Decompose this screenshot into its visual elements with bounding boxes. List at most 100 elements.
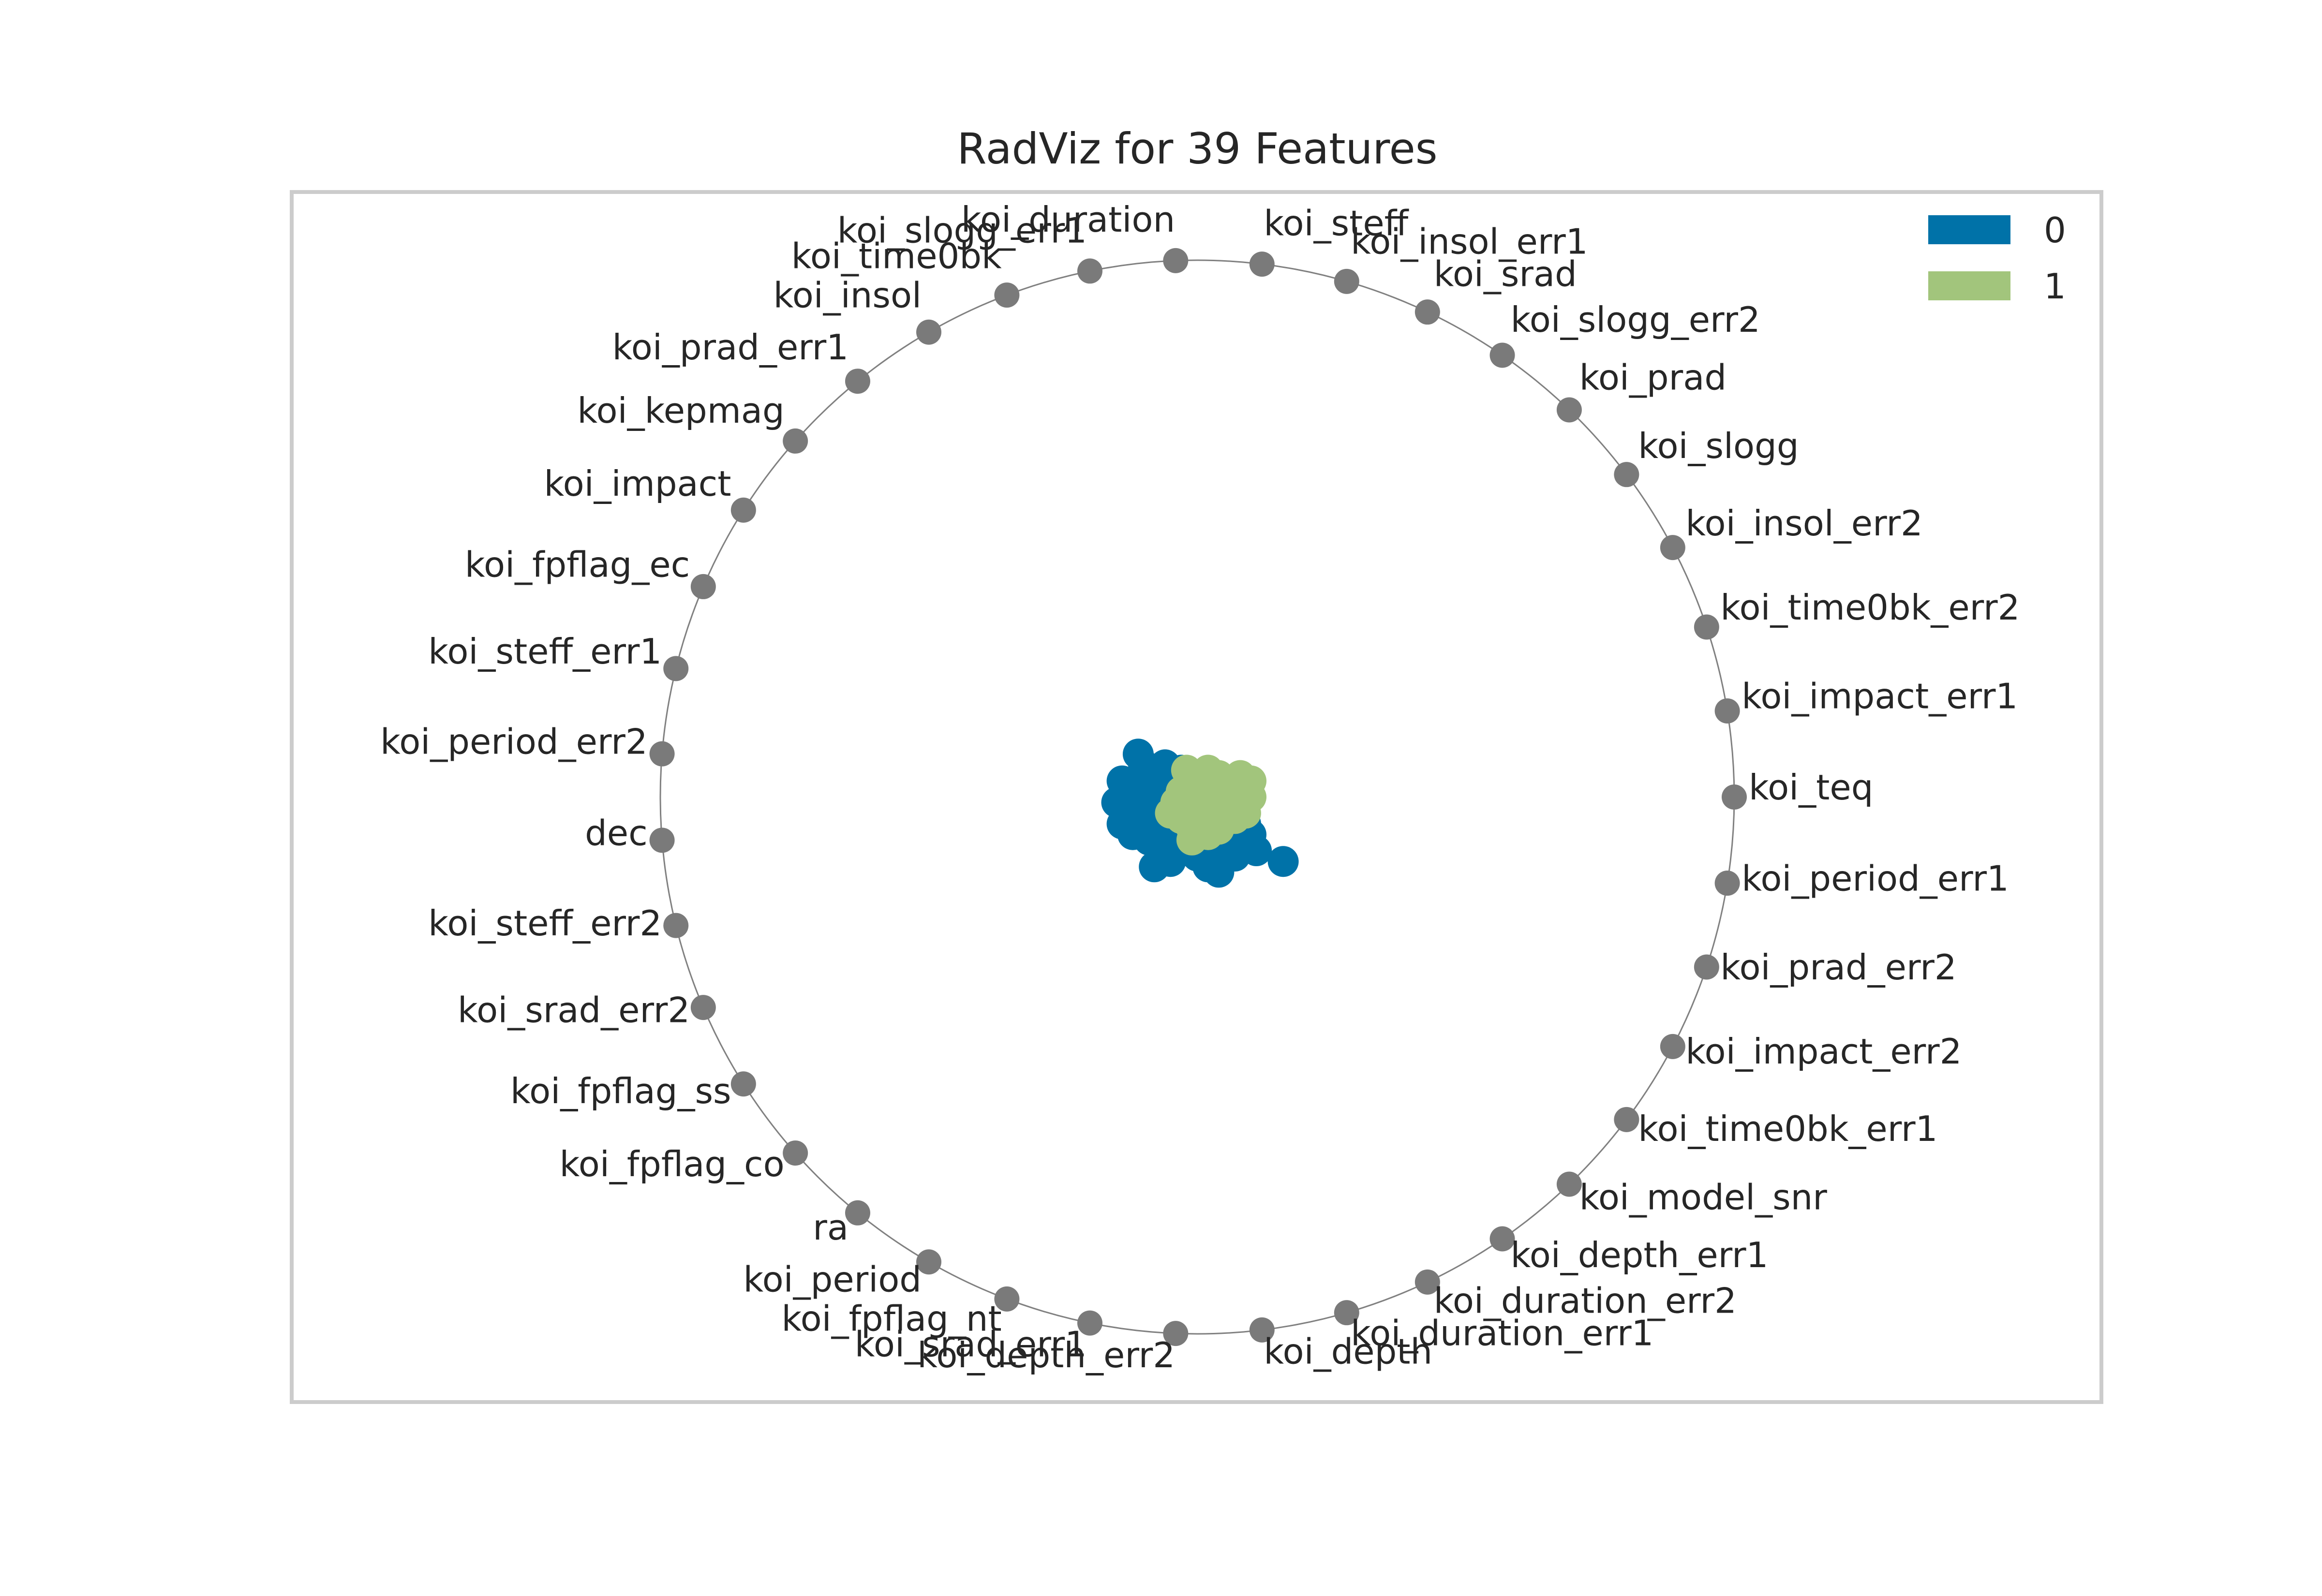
- feature-anchors: [649, 248, 1747, 1346]
- feature-label: koi_insol_err1: [1351, 221, 1588, 262]
- feature-anchor: [1489, 342, 1515, 368]
- feature-label: koi_prad: [1579, 357, 1727, 398]
- legend-label-0: 0: [2044, 210, 2066, 251]
- feature-anchor: [1249, 1317, 1275, 1343]
- feature-label: koi_slogg: [1638, 426, 1799, 466]
- feature-anchor: [994, 1286, 1020, 1312]
- feature-label: koi_time0bk_err2: [1720, 587, 2020, 628]
- feature-anchor: [1249, 251, 1275, 277]
- feature-label: koi_prad_err2: [1720, 947, 1956, 988]
- feature-anchor: [1660, 1034, 1685, 1059]
- feature-anchor: [690, 995, 716, 1020]
- feature-label: koi_depth_err1: [1511, 1235, 1769, 1275]
- data-point-class-0: [1267, 846, 1299, 877]
- data-point-class-1: [1235, 765, 1266, 797]
- feature-anchor: [1556, 1171, 1582, 1197]
- data-point-class-0: [1112, 803, 1143, 834]
- feature-anchor: [1414, 299, 1440, 325]
- feature-anchor: [730, 497, 756, 523]
- feature-label: koi_insol: [774, 275, 922, 315]
- feature-label: dec: [585, 813, 648, 854]
- feature-anchor: [1660, 535, 1685, 561]
- feature-anchor: [1334, 1300, 1359, 1326]
- feature-anchor: [1722, 784, 1747, 810]
- feature-label: koi_fpflag_nt: [781, 1299, 1001, 1339]
- feature-anchor: [1489, 1226, 1515, 1252]
- feature-labels: koi_teqkoi_impact_err1koi_time0bk_err2ko…: [380, 199, 2020, 1375]
- feature-label: koi_insol_err2: [1685, 503, 1922, 544]
- axes-frame: [290, 190, 2103, 1404]
- feature-label: koi_fpflag_ss: [510, 1071, 731, 1111]
- feature-label: koi_teq: [1749, 767, 1873, 808]
- legend-swatch-0: [1928, 215, 2010, 244]
- feature-label: koi_impact: [544, 463, 731, 504]
- feature-anchor: [783, 1140, 808, 1166]
- data-point-class-0: [1106, 765, 1138, 797]
- feature-label: koi_srad_err1: [855, 1324, 1087, 1364]
- feature-anchor: [783, 428, 808, 454]
- feature-label: koi_steff_err2: [428, 903, 662, 944]
- feature-anchor: [994, 282, 1020, 308]
- data-point-class-1: [1230, 798, 1261, 829]
- data-point-class-0: [1133, 776, 1165, 807]
- feature-anchor: [1694, 614, 1719, 640]
- feature-label: koi_period_err2: [380, 721, 648, 762]
- feature-anchor: [1714, 698, 1740, 724]
- feature-label: koi_impact_err2: [1685, 1031, 1962, 1072]
- feature-anchor: [1077, 258, 1102, 284]
- feature-label: koi_depth: [1264, 1331, 1432, 1372]
- feature-label: koi_steff_err1: [428, 631, 662, 672]
- data-point-class-1: [1171, 792, 1202, 824]
- feature-label: koi_srad_err2: [458, 990, 690, 1031]
- feature-anchor: [663, 656, 689, 681]
- feature-label: koi_duration_err1: [1351, 1313, 1653, 1354]
- feature-label: koi_duration_err2: [1434, 1281, 1737, 1321]
- legend: 01: [1928, 210, 2066, 307]
- feature-anchor: [1614, 462, 1639, 488]
- feature-anchor: [690, 574, 716, 599]
- data-point-class-0: [1203, 857, 1235, 888]
- feature-anchor: [730, 1071, 756, 1097]
- feature-anchor: [1334, 268, 1359, 294]
- feature-label: koi_model_snr: [1579, 1177, 1828, 1217]
- feature-anchor: [1614, 1107, 1639, 1132]
- feature-label: koi_prad_err1: [612, 327, 848, 368]
- feature-label: koi_fpflag_ec: [465, 544, 690, 585]
- feature-label: koi_srad: [1434, 253, 1577, 294]
- feature-anchor: [663, 913, 689, 938]
- feature-anchor: [1163, 248, 1189, 273]
- feature-anchor: [1414, 1269, 1440, 1295]
- feature-label: koi_time0bk_err1: [1638, 1108, 1937, 1149]
- data-point-class-0: [1128, 749, 1159, 781]
- data-points: [1101, 739, 1299, 888]
- feature-label: koi_impact_err1: [1742, 676, 2018, 717]
- feature-anchor: [649, 828, 675, 853]
- feature-label: koi_duration: [961, 199, 1175, 240]
- feature-anchor: [1163, 1321, 1189, 1346]
- legend-swatch-1: [1928, 271, 2010, 300]
- feature-anchor: [1714, 871, 1740, 896]
- feature-label: koi_steff: [1264, 203, 1409, 244]
- data-point-class-0: [1139, 851, 1170, 883]
- feature-label: koi_slogg_err2: [1511, 299, 1760, 340]
- feature-anchor: [845, 1200, 870, 1226]
- feature-anchor: [1556, 397, 1582, 423]
- feature-label: koi_kepmag: [577, 390, 784, 431]
- feature-anchor: [1694, 954, 1719, 980]
- feature-label: koi_slogg_err1: [837, 210, 1087, 251]
- feature-label: koi_depth_err2: [917, 1335, 1175, 1375]
- feature-anchor: [845, 369, 870, 394]
- feature-anchor: [1077, 1310, 1102, 1336]
- feature-label: koi_fpflag_co: [560, 1144, 785, 1184]
- legend-label-1: 1: [2044, 266, 2066, 307]
- feature-label: koi_period_err1: [1742, 858, 2009, 899]
- chart-title: RadViz for 39 Features: [957, 124, 1437, 174]
- feature-label: koi_period: [743, 1259, 922, 1300]
- feature-label: ra: [813, 1207, 848, 1248]
- feature-anchor: [916, 319, 941, 345]
- data-point-class-1: [1176, 824, 1207, 856]
- feature-anchor: [649, 741, 675, 767]
- feature-anchor: [916, 1249, 941, 1275]
- feature-label: koi_time0bk: [791, 236, 1002, 276]
